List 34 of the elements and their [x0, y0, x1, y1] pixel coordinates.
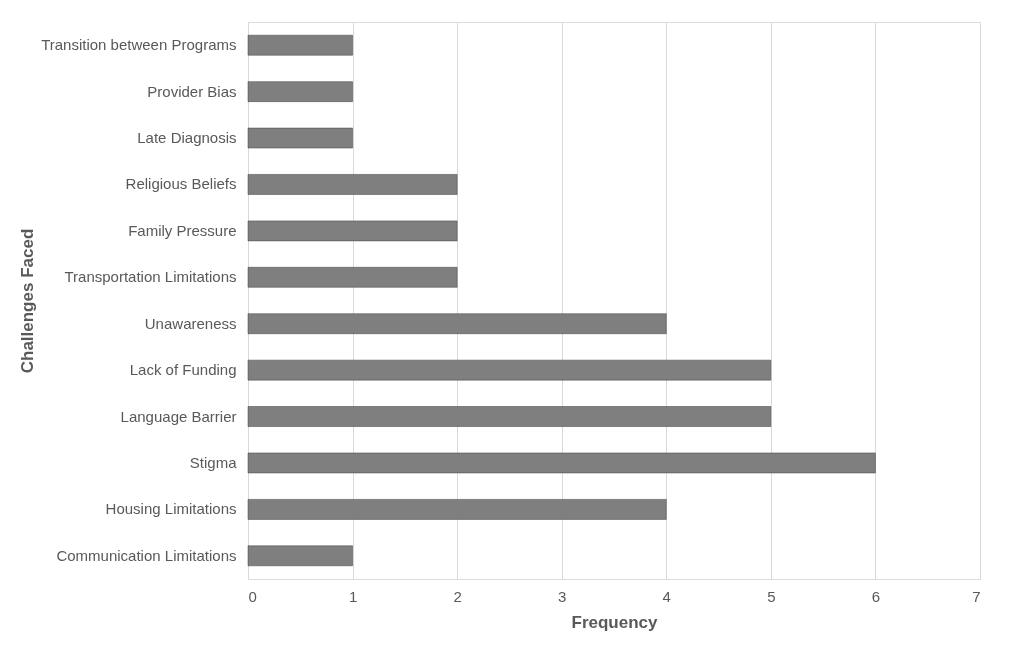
- y-tick-label: Housing Limitations: [105, 500, 237, 518]
- bar: [247, 313, 667, 334]
- x-tick-label: 0: [248, 587, 257, 605]
- y-tick-label: Lack of Funding: [129, 361, 237, 379]
- y-tick-label: Religious Beliefs: [125, 175, 237, 193]
- y-tick-label: Transition between Programs: [41, 36, 237, 54]
- y-tick-label: Communication Limitations: [56, 546, 237, 564]
- x-tick-label: 2: [453, 587, 462, 605]
- y-tick-label: Transportation Limitations: [64, 268, 237, 286]
- y-tick-label: Provider Bias: [147, 82, 237, 100]
- bar: [247, 34, 353, 56]
- bar: [247, 267, 458, 288]
- bar: [247, 406, 772, 427]
- x-tick-label: 6: [871, 587, 881, 605]
- y-tick-label: Language Barrier: [120, 407, 237, 425]
- x-axis-title: Frequency: [571, 612, 659, 632]
- x-tick-label: 5: [767, 587, 776, 605]
- bar: [247, 220, 458, 242]
- bar: [247, 499, 667, 520]
- bar: [247, 81, 353, 102]
- y-tick-label: Stigma: [189, 453, 238, 471]
- bar: [247, 452, 876, 474]
- x-tick-label: 7: [972, 587, 981, 605]
- x-tick-label: 3: [558, 587, 567, 605]
- y-tick-label: Family Pressure: [128, 221, 237, 239]
- bar: [247, 127, 353, 149]
- y-tick-label: Unawareness: [144, 314, 237, 332]
- bar: [247, 545, 353, 567]
- bar: [247, 174, 458, 195]
- bar: [247, 359, 772, 381]
- y-axis-title: Challenges Faced: [17, 228, 37, 374]
- x-tick-label: 1: [348, 587, 358, 605]
- y-tick-label: Late Diagnosis: [137, 129, 237, 147]
- x-tick-label: 4: [662, 587, 671, 605]
